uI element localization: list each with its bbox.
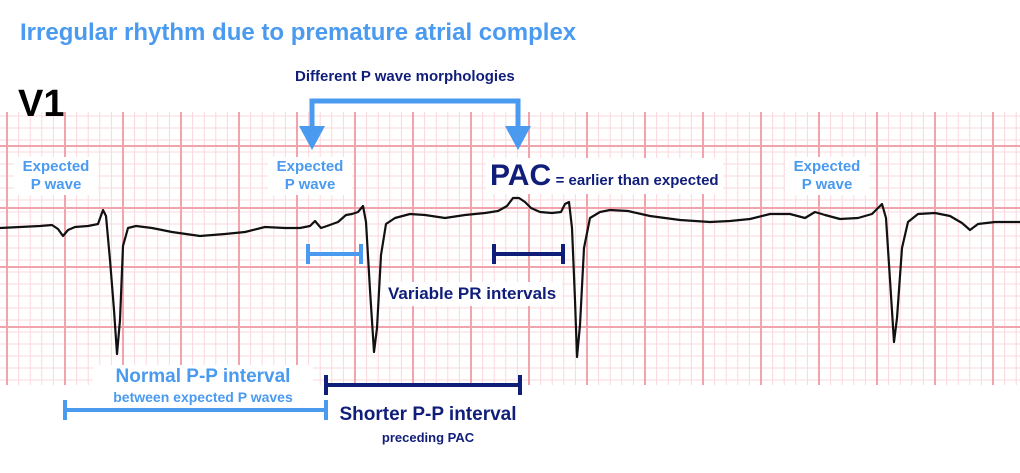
normal-pp-sub: between expected P waves [113,388,293,405]
p-morphology-bracket [309,98,521,128]
ecg-trace [0,196,1020,359]
pac-abbr: PAC [490,159,552,192]
variable-pr-label: Variable PR intervals [382,282,563,307]
pac-label: PAC = earlier than expected [486,158,723,194]
page-title: Irregular rhythm due to premature atrial… [20,19,577,46]
arrow-down-icon [505,126,531,150]
shorter-pp-label: Shorter P-P interval preceding PAC [328,404,528,445]
normal-pp-title: Normal P-P interval [115,366,291,387]
p-morphology-label: Different P wave morphologies [295,68,515,85]
arrow-down-icon [299,126,325,150]
pr-interval-normal [306,244,363,264]
lead-label: V1 [18,83,65,125]
grid-major [0,112,1020,385]
expected-p-label-2: Expected P wave [268,157,352,195]
expected-p-label-1: Expected P wave [14,157,98,195]
shorter-pp-bar [324,375,522,395]
normal-pp-label: Normal P-P interval between expected P w… [93,365,313,407]
normal-pp-bar [63,400,328,420]
pac-desc: = earlier than expected [555,172,719,189]
shorter-pp-title: Shorter P-P interval [339,404,517,425]
shorter-pp-sub: preceding PAC [381,429,475,445]
expected-p-label-3: Expected P wave [785,157,869,195]
pr-interval-pac [492,244,565,264]
grid-minor [0,112,1020,385]
